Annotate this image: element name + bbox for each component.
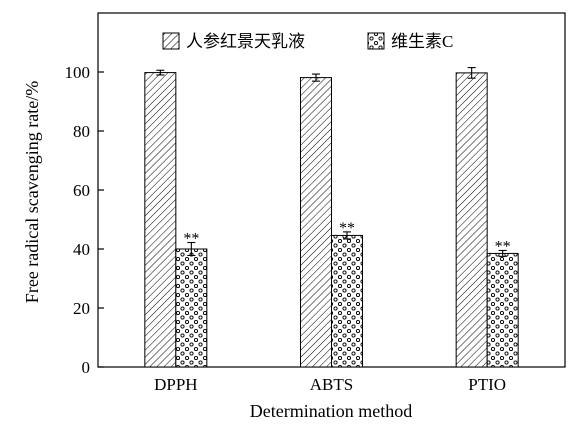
x-tick-label: DPPH [154, 375, 197, 394]
y-tick-label: 80 [73, 122, 90, 141]
bar [486, 252, 519, 368]
x-axis-title: Determination method [250, 401, 412, 421]
significance-label: ** [495, 238, 511, 255]
bar [175, 248, 208, 368]
legend-swatch [367, 32, 385, 50]
significance-label: ** [339, 220, 355, 237]
y-axis: 0 20 40 60 80 100 [65, 63, 104, 377]
x-tick-label: PTIO [468, 375, 506, 394]
significance-label: ** [183, 231, 199, 248]
legend-label: 维生素C [391, 32, 453, 51]
bar [144, 72, 177, 368]
legend: 人参红景天乳液 维生素C [162, 32, 453, 51]
y-tick-label: 40 [73, 240, 90, 259]
bar [455, 72, 488, 368]
x-tick-label: ABTS [310, 375, 353, 394]
y-axis-title: Free radical scavenging rate/% [22, 81, 42, 303]
y-tick-label: 0 [82, 358, 91, 377]
y-tick-label: 20 [73, 299, 90, 318]
x-axis: DPPH ABTS PTIO [154, 361, 506, 394]
bar [300, 77, 332, 368]
y-tick-label: 100 [65, 63, 91, 82]
bars: ** ** ** [144, 67, 519, 368]
legend-label: 人参红景天乳液 [186, 32, 305, 51]
y-tick-label: 60 [73, 181, 90, 200]
legend-swatch [162, 32, 180, 50]
bar [331, 234, 363, 368]
